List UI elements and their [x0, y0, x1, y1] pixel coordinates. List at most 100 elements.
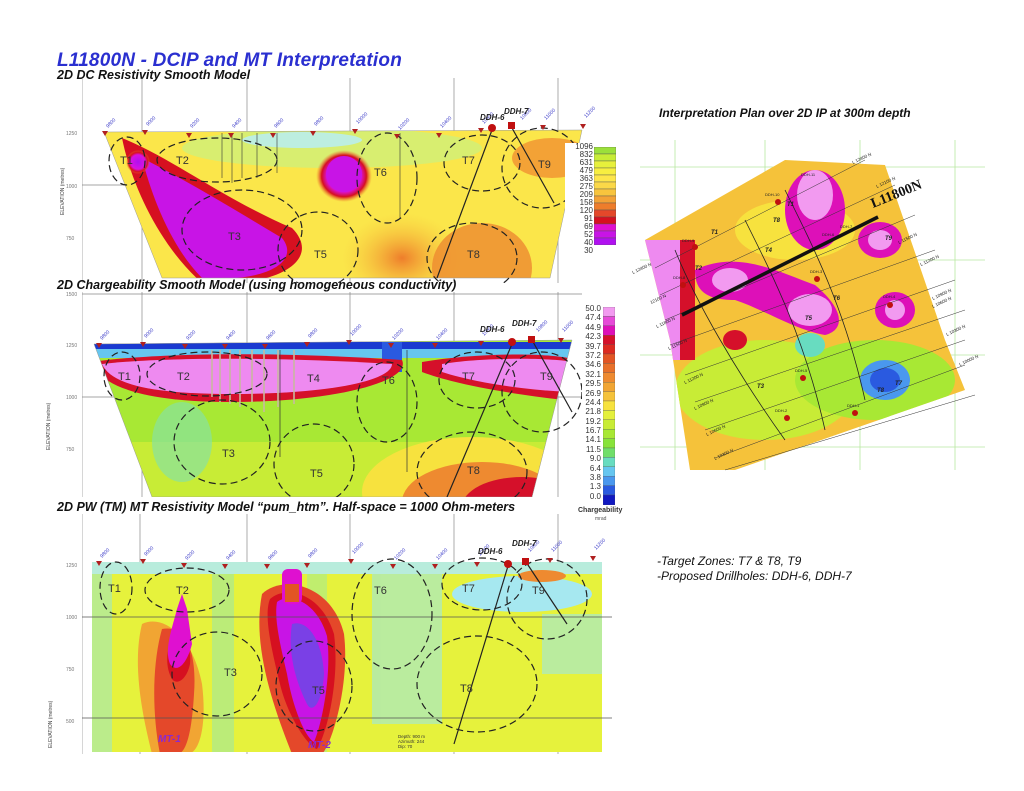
mt-anomaly-label: MT-2: [308, 740, 331, 751]
ip-colorbar-title: Chargeability: [578, 507, 623, 514]
svg-text:9400: 9400: [225, 329, 237, 341]
target-label: T3: [222, 448, 235, 460]
target-label: T9: [540, 371, 553, 383]
target-label: T7: [462, 583, 475, 595]
dc-ytick: 1250: [66, 131, 78, 137]
svg-text:DDH-9: DDH-9: [682, 238, 695, 243]
mt-y-axis-label: ELEVATION (metres): [48, 700, 54, 748]
mt-ytick: 1000: [66, 615, 78, 621]
svg-text:Depth: 900 m: Depth: 900 m: [398, 734, 425, 739]
plan-target-label: T1: [787, 202, 795, 208]
ip-ytick: 1000: [66, 395, 78, 401]
svg-text:L 12400 N: L 12400 N: [851, 152, 872, 165]
ip-ytick: 1500: [66, 292, 78, 298]
svg-text:9800: 9800: [307, 327, 319, 339]
target-label: T8: [467, 249, 480, 261]
plan-target-label: T1: [711, 230, 719, 236]
dc-y-axis-label: ELEVATION (metres): [60, 167, 66, 215]
interpretation-plan-map: L11800N T1 T2 T3 T4 T5 T6 T7 T8 T9 T8 T1…: [615, 140, 995, 485]
svg-text:10000: 10000: [349, 323, 363, 337]
drillhole-label: DDH-6: [480, 325, 505, 334]
target-label: T7: [462, 155, 475, 167]
svg-text:Dip: 70: Dip: 70: [398, 744, 413, 749]
mt-panel-title: 2D PW (TM) MT Resistivity Model “pum_htm…: [57, 500, 516, 514]
target-label: T2: [177, 371, 190, 383]
plan-target-label: T8: [773, 218, 781, 224]
svg-text:11000: 11000: [550, 539, 564, 553]
target-label: T5: [314, 249, 327, 261]
ip-panel-title: 2D Chargeability Smooth Model (using hom…: [57, 278, 457, 292]
svg-text:11200: 11200: [583, 105, 597, 119]
target-label: T8: [460, 683, 473, 695]
plan-target-label: T4: [765, 248, 773, 254]
svg-text:DDH-8: DDH-8: [673, 275, 686, 280]
target-label: T6: [374, 167, 387, 179]
plan-target-label: T2: [695, 266, 703, 272]
dc-ytick: 750: [66, 236, 75, 242]
page-title: L11800N - DCIP and MT Interpretation: [57, 50, 403, 71]
target-zones-note: -Target Zones: T7 & T8, T9: [657, 554, 802, 568]
dc-resistivity-section: T1 T2 T3 T5 T6 T7 T8 T9 9800 9000 9200 940…: [82, 78, 612, 283]
proposed-drillholes-note: -Proposed Drillholes: DDH-6, DDH-7: [657, 569, 852, 583]
mt-ytick: 750: [66, 667, 75, 673]
svg-text:DDH-6: DDH-6: [822, 232, 835, 237]
svg-text:9800: 9800: [105, 117, 117, 129]
svg-text:DDH-4: DDH-4: [883, 294, 896, 299]
svg-text:9400: 9400: [225, 549, 237, 561]
svg-text:DDH-1: DDH-1: [847, 403, 860, 408]
svg-text:10200: 10200: [397, 117, 411, 131]
svg-text:9600: 9600: [265, 329, 277, 341]
svg-text:L 10300 N: L 10300 N: [945, 324, 966, 337]
ip-colorbar-labels: 50.0 47.4 44.9 42.3 39.7 37.2 34.6 32.1 …: [585, 304, 601, 501]
ip-chargeability-section: T1 T2 T3 T4 T5 T6 T7 T8 T9 9800 9000 9200…: [82, 292, 582, 497]
ip-chargeability-colorbar: [602, 306, 616, 510]
svg-text:11200: 11200: [593, 537, 607, 551]
target-label: T5: [312, 685, 325, 697]
plan-target-label: T7: [895, 381, 903, 387]
drillhole-label: DDH-7: [512, 319, 537, 328]
svg-text:DDH-3: DDH-3: [810, 269, 823, 274]
svg-text:9000: 9000: [143, 545, 155, 557]
svg-text:9800: 9800: [313, 115, 325, 127]
ip-ytick: 1250: [66, 343, 78, 349]
svg-text:9800: 9800: [307, 547, 319, 559]
svg-text:9600: 9600: [273, 117, 285, 129]
ip-y-axis-label: ELEVATION (metres): [46, 402, 52, 450]
svg-text:9400: 9400: [231, 117, 243, 129]
svg-text:DDH-5: DDH-5: [795, 368, 808, 373]
target-label: T1: [120, 155, 133, 167]
svg-text:DDH-10: DDH-10: [765, 192, 780, 197]
mt-anomaly-label: MT-1: [158, 734, 181, 745]
target-label: T9: [532, 585, 545, 597]
target-label: T3: [228, 231, 241, 243]
svg-text:12100 N: 12100 N: [649, 293, 667, 305]
drillhole-label: DDH-6: [480, 113, 505, 122]
svg-text:DDH-11: DDH-11: [801, 172, 816, 177]
svg-text:10200: 10200: [391, 327, 405, 341]
target-label: T4: [307, 373, 320, 385]
mt-ytick: 1250: [66, 563, 78, 569]
svg-text:9000: 9000: [143, 327, 155, 339]
drillhole-label: DDH-7: [512, 539, 537, 548]
svg-text:10200: 10200: [393, 547, 407, 561]
svg-text:9000: 9000: [145, 115, 157, 127]
plan-target-label: T3: [757, 384, 765, 390]
svg-text:9800: 9800: [99, 329, 111, 341]
dc-ytick: 1000: [66, 184, 78, 190]
mt-resistivity-section: T1 T2 T3 T5 T6 T7 T8 T9 MT-1 MT-2 Depth:…: [82, 514, 612, 754]
svg-text:10400: 10400: [435, 547, 449, 561]
svg-text:10400: 10400: [435, 327, 449, 341]
dc-resistivity-colorbar: [593, 146, 617, 250]
plan-target-label: T9: [885, 236, 893, 242]
plan-target-label: T5: [805, 316, 813, 322]
target-label: T8: [467, 465, 480, 477]
svg-text:11000: 11000: [543, 107, 557, 121]
svg-text:Azimuth: 244: Azimuth: 244: [398, 739, 425, 744]
target-label: T9: [538, 159, 551, 171]
dc-colorbar-labels: 1096 832 631 479 363 275 209 158 120 91 …: [565, 143, 593, 255]
target-label: T3: [224, 667, 237, 679]
plan-target-label: T8: [877, 388, 885, 394]
target-label: T1: [118, 371, 131, 383]
target-label: T6: [374, 585, 387, 597]
ip-ytick: 750: [66, 447, 75, 453]
